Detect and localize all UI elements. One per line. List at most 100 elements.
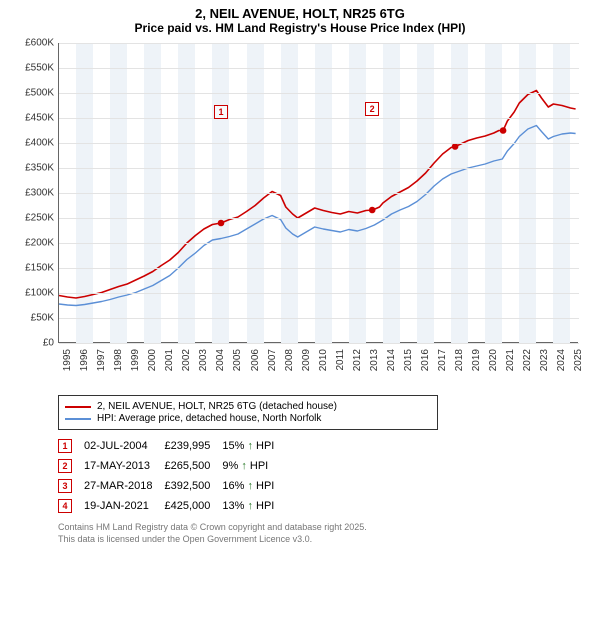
gridline-h xyxy=(59,68,579,69)
x-axis-tick: 2025 xyxy=(573,349,584,371)
sale-number-badge: 2 xyxy=(58,459,72,473)
gridline-h xyxy=(59,143,579,144)
sales-table: 102-JUL-2004£239,99515% ↑ HPI217-MAY-201… xyxy=(58,436,286,516)
legend-item-hpi: HPI: Average price, detached house, Nort… xyxy=(65,413,431,424)
y-axis-tick: £500K xyxy=(10,88,54,99)
sale-price: £239,995 xyxy=(164,436,222,456)
x-axis-tick: 2003 xyxy=(198,349,209,371)
sales-table-row: 217-MAY-2013£265,5009% ↑ HPI xyxy=(58,456,286,476)
sales-table-row: 4 19-JAN-2021£425,00013% ↑ HPI xyxy=(58,496,286,516)
x-axis-tick: 2007 xyxy=(267,349,278,371)
x-axis-tick: 2009 xyxy=(301,349,312,371)
sale-marker-label: 2 xyxy=(365,102,379,116)
legend-item-price-paid: 2, NEIL AVENUE, HOLT, NR25 6TG (detached… xyxy=(65,401,431,412)
sale-date: 19-JAN-2021 xyxy=(84,496,164,516)
y-axis-tick: £300K xyxy=(10,188,54,199)
gridline-h xyxy=(59,343,579,344)
chart-titles: 2, NEIL AVENUE, HOLT, NR25 6TG Price pai… xyxy=(10,6,590,35)
x-axis-tick: 2011 xyxy=(335,349,346,371)
sale-marker-label: 1 xyxy=(214,105,228,119)
x-axis-tick: 2006 xyxy=(250,349,261,371)
x-axis-tick: 2002 xyxy=(181,349,192,371)
gridline-h xyxy=(59,168,579,169)
x-axis-tick: 2015 xyxy=(403,349,414,371)
x-axis-tick: 2012 xyxy=(352,349,363,371)
sale-date: 02-JUL-2004 xyxy=(84,436,164,456)
up-arrow-icon: ↑ xyxy=(247,500,253,512)
y-axis-tick: £250K xyxy=(10,213,54,224)
sale-number-badge: 3 xyxy=(58,479,72,493)
chart-title-address: 2, NEIL AVENUE, HOLT, NR25 6TG xyxy=(10,6,590,21)
gridline-h xyxy=(59,218,579,219)
x-axis-tick: 2018 xyxy=(454,349,465,371)
y-axis-tick: £0 xyxy=(10,338,54,349)
gridline-h xyxy=(59,243,579,244)
x-axis-tick: 2024 xyxy=(556,349,567,371)
x-axis-tick: 1998 xyxy=(113,349,124,371)
chart-legend: 2, NEIL AVENUE, HOLT, NR25 6TG (detached… xyxy=(58,395,438,430)
up-arrow-icon: ↑ xyxy=(241,460,247,472)
plot-area: 1234 xyxy=(58,43,578,343)
sale-price: £265,500 xyxy=(164,456,222,476)
gridline-h xyxy=(59,268,579,269)
up-arrow-icon: ↑ xyxy=(247,440,253,452)
sales-table-row: 102-JUL-2004£239,99515% ↑ HPI xyxy=(58,436,286,456)
x-axis-tick: 2017 xyxy=(437,349,448,371)
x-axis-tick: 2014 xyxy=(386,349,397,371)
sale-pct-vs-hpi: 15% ↑ HPI xyxy=(222,436,286,456)
sale-pct-vs-hpi: 16% ↑ HPI xyxy=(222,476,286,496)
x-axis-tick: 2023 xyxy=(539,349,550,371)
y-axis-tick: £450K xyxy=(10,113,54,124)
sale-marker-dot xyxy=(369,207,376,214)
up-arrow-icon: ↑ xyxy=(247,480,253,492)
sale-pct-vs-hpi: 13% ↑ HPI xyxy=(222,496,286,516)
y-axis-tick: £150K xyxy=(10,263,54,274)
chart-footer: Contains HM Land Registry data © Crown c… xyxy=(58,522,558,545)
x-axis-tick: 2016 xyxy=(420,349,431,371)
sale-price: £425,000 xyxy=(164,496,222,516)
y-axis-tick: £350K xyxy=(10,163,54,174)
legend-swatch-hpi xyxy=(65,418,91,420)
y-axis-tick: £550K xyxy=(10,63,54,74)
sale-marker-dot xyxy=(218,220,225,227)
x-axis-tick: 2022 xyxy=(522,349,533,371)
x-axis-tick: 2020 xyxy=(488,349,499,371)
gridline-h xyxy=(59,118,579,119)
y-axis-tick: £100K xyxy=(10,288,54,299)
x-axis-tick: 2008 xyxy=(284,349,295,371)
footer-line-2: This data is licensed under the Open Gov… xyxy=(58,534,558,546)
x-axis-tick: 2004 xyxy=(215,349,226,371)
x-axis-tick: 2021 xyxy=(505,349,516,371)
sales-table-row: 3 27-MAR-2018£392,50016% ↑ HPI xyxy=(58,476,286,496)
x-axis-tick: 2000 xyxy=(147,349,158,371)
sale-number-badge: 4 xyxy=(58,499,72,513)
y-axis-tick: £600K xyxy=(10,38,54,49)
legend-label-hpi: HPI: Average price, detached house, Nort… xyxy=(97,413,321,424)
x-axis-tick: 2005 xyxy=(232,349,243,371)
sale-marker-dot xyxy=(452,143,459,150)
chart-series-price_paid xyxy=(59,91,576,299)
x-axis-tick: 2013 xyxy=(369,349,380,371)
sale-marker-dot xyxy=(500,127,507,134)
x-axis-tick: 1995 xyxy=(62,349,73,371)
x-axis-tick: 1999 xyxy=(130,349,141,371)
footer-line-1: Contains HM Land Registry data © Crown c… xyxy=(58,522,558,534)
x-axis-tick: 1997 xyxy=(96,349,107,371)
x-axis-tick: 1996 xyxy=(79,349,90,371)
sale-date: 27-MAR-2018 xyxy=(84,476,164,496)
y-axis-tick: £400K xyxy=(10,138,54,149)
x-axis-tick: 2019 xyxy=(471,349,482,371)
sale-price: £392,500 xyxy=(164,476,222,496)
gridline-h xyxy=(59,43,579,44)
legend-swatch-price-paid xyxy=(65,406,91,408)
x-axis-tick: 2001 xyxy=(164,349,175,371)
gridline-h xyxy=(59,93,579,94)
chart-subtitle: Price paid vs. HM Land Registry's House … xyxy=(10,21,590,35)
y-axis-tick: £50K xyxy=(10,313,54,324)
gridline-h xyxy=(59,293,579,294)
chart-area: 1234 £0£50K£100K£150K£200K£250K£300K£350… xyxy=(10,39,590,389)
sale-pct-vs-hpi: 9% ↑ HPI xyxy=(222,456,286,476)
gridline-h xyxy=(59,318,579,319)
y-axis-tick: £200K xyxy=(10,238,54,249)
gridline-h xyxy=(59,193,579,194)
